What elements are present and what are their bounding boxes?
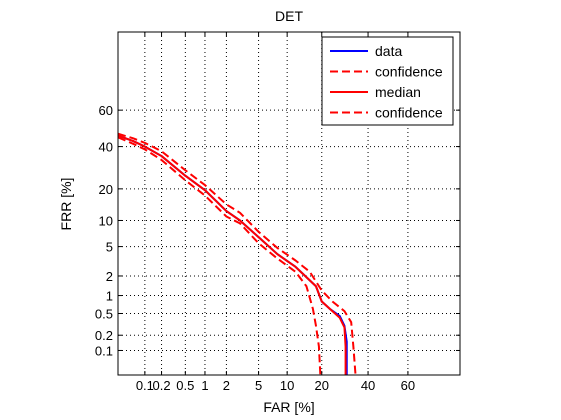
legend-entry-1: confidence	[375, 64, 443, 80]
y-tick-label: 40	[99, 140, 113, 155]
y-tick-label: 0.2	[95, 328, 113, 343]
chart-title: DET	[275, 8, 303, 24]
x-tick-label: 40	[361, 378, 375, 393]
y-axis-label: FRR [%]	[58, 178, 74, 231]
y-tick-label: 0.1	[95, 343, 113, 358]
y-tick-label: 0.5	[95, 306, 113, 321]
x-tick-label: 0.2	[153, 378, 171, 393]
series-line-confidence-3	[117, 136, 322, 376]
x-tick-label: 60	[401, 378, 415, 393]
legend-entry-0: data	[375, 43, 402, 59]
x-tick-label: 1	[201, 378, 208, 393]
x-tick-label: 0.1	[136, 378, 154, 393]
axes-box	[117, 31, 461, 376]
x-tick-label: 0.5	[176, 378, 194, 393]
series-line-confidence-1	[117, 132, 357, 376]
y-tick-label: 60	[99, 103, 113, 118]
x-tick-label: 20	[315, 378, 329, 393]
y-tick-label: 1	[106, 289, 113, 304]
y-tick-label: 2	[106, 269, 113, 284]
legend-entry-2: median	[375, 84, 421, 100]
x-axis-label: FAR [%]	[263, 399, 314, 415]
legend: data confidence median confidence	[321, 36, 454, 126]
y-tick-label: 5	[106, 240, 113, 255]
x-tick-label: 10	[280, 378, 294, 393]
y-tick-label: 20	[99, 182, 113, 197]
series-line-median-2	[117, 134, 347, 375]
x-tick-label: 5	[255, 378, 262, 393]
legend-entry-3: confidence	[375, 105, 443, 121]
y-tick-label: 10	[99, 213, 113, 228]
x-tick-label: 2	[223, 378, 230, 393]
